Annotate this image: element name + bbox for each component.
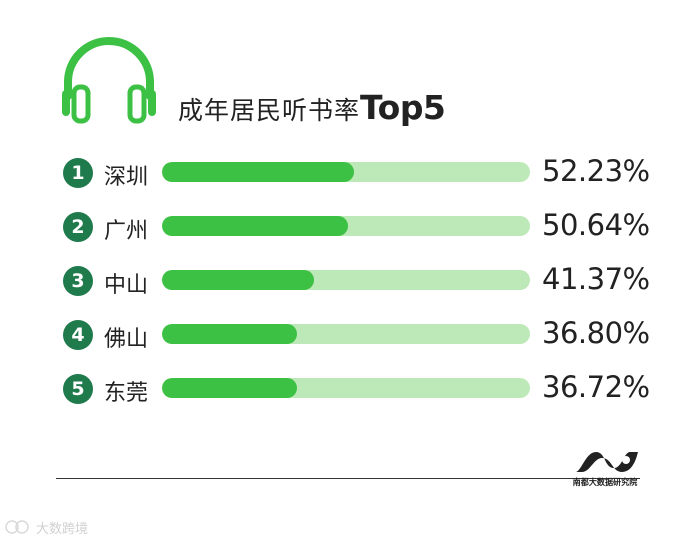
rank-badge: 5 bbox=[63, 374, 93, 404]
logo-text: 南都大数据研究院 bbox=[572, 478, 638, 488]
watermark-text: 大数跨境 bbox=[36, 521, 89, 537]
chart-title-en: Top5 bbox=[360, 88, 446, 127]
watermark: 大数跨境 bbox=[4, 517, 88, 537]
bar-row: 3 中山 41.37% bbox=[58, 261, 650, 301]
category-label: 东莞 bbox=[104, 381, 149, 406]
watermark-logo-icon bbox=[5, 520, 29, 534]
bar-row: 4 佛山 36.80% bbox=[58, 315, 650, 355]
headphones-icon bbox=[62, 37, 156, 124]
rank-badge: 3 bbox=[63, 266, 93, 296]
value-label: 50.64% bbox=[542, 208, 650, 242]
bar-track bbox=[162, 216, 530, 236]
nandu-logo-icon bbox=[576, 452, 638, 472]
footer-divider bbox=[56, 478, 640, 479]
bar-track bbox=[162, 324, 530, 344]
category-label: 佛山 bbox=[104, 327, 149, 352]
value-label: 36.72% bbox=[542, 370, 650, 404]
value-label: 41.37% bbox=[542, 262, 650, 296]
rank-badge: 2 bbox=[63, 212, 93, 242]
bar-track bbox=[162, 378, 530, 398]
category-label: 广州 bbox=[104, 219, 149, 244]
chart-title: 成年居民听书率 Top5 bbox=[178, 88, 446, 128]
rank-badge: 4 bbox=[63, 320, 93, 350]
bar bbox=[162, 162, 355, 182]
bar bbox=[162, 216, 349, 236]
value-label: 36.80% bbox=[542, 316, 650, 350]
value-label: 52.23% bbox=[542, 154, 650, 188]
bar-row: 5 东莞 36.72% bbox=[58, 369, 650, 409]
bar-row: 2 广州 50.64% bbox=[58, 207, 650, 247]
bar-row: 1 深圳 52.23% bbox=[58, 153, 650, 193]
bar bbox=[162, 270, 315, 290]
bar-track bbox=[162, 270, 530, 290]
bar-track bbox=[162, 162, 530, 182]
rank-badge: 1 bbox=[63, 158, 93, 188]
bar bbox=[162, 324, 298, 344]
bar bbox=[162, 378, 298, 398]
category-label: 深圳 bbox=[104, 165, 149, 190]
category-label: 中山 bbox=[104, 273, 149, 298]
chart-title-cn: 成年居民听书率 bbox=[178, 96, 361, 125]
